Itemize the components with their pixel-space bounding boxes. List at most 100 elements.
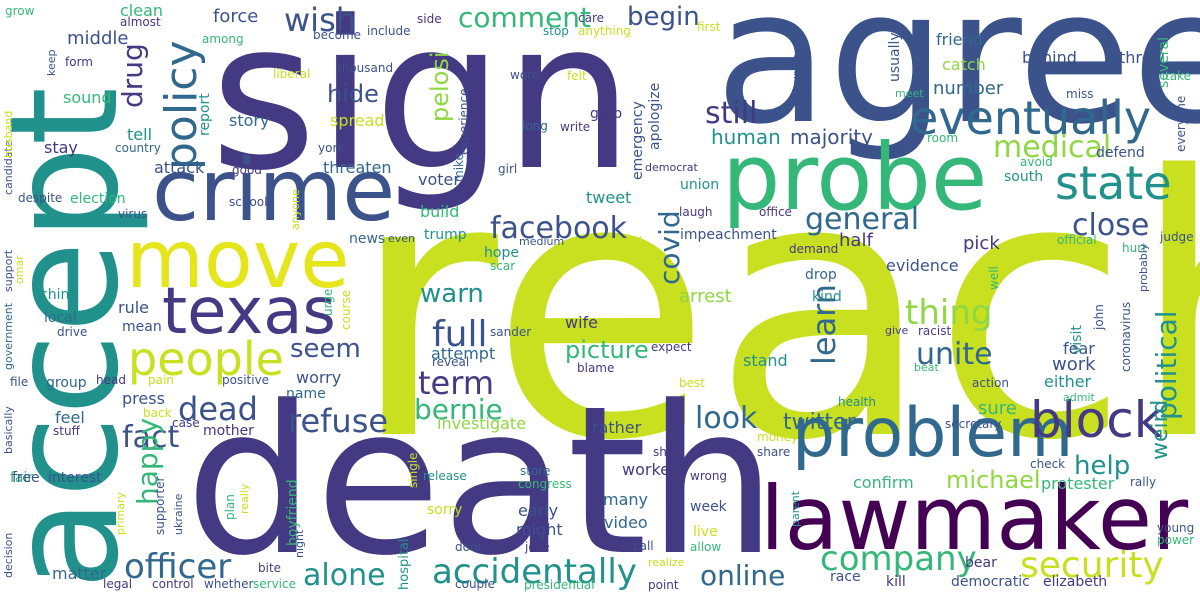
- word-half: half: [839, 230, 873, 251]
- word-anything: anything: [578, 24, 631, 38]
- word-wife: wife: [565, 313, 599, 332]
- word-look: look: [695, 401, 758, 436]
- word-school: school: [229, 195, 268, 209]
- word-investigate: investigate: [437, 414, 527, 433]
- word-include: include: [367, 24, 411, 38]
- word-catch: catch: [942, 55, 986, 74]
- word-either: either: [1044, 372, 1092, 391]
- word-wrong: wrong: [690, 469, 728, 483]
- word-dead: dead: [178, 390, 258, 428]
- word-legal: legal: [103, 577, 133, 591]
- word-sander: sander: [490, 325, 532, 339]
- word-couple: couple: [455, 577, 495, 591]
- word-arrest: arrest: [679, 286, 732, 307]
- word-south: south: [1004, 169, 1044, 185]
- word-back: back: [143, 406, 172, 420]
- word-protester: protester: [1041, 474, 1115, 493]
- word-crime: crime: [152, 141, 396, 241]
- word-lawmaker: lawmaker: [760, 467, 1189, 570]
- word-john: john: [1092, 304, 1106, 330]
- word-covid: covid: [653, 210, 686, 285]
- word-hospital: hospital: [397, 538, 412, 590]
- word-felt: felt: [567, 69, 587, 83]
- word-virus: virus: [118, 207, 148, 221]
- word-control: control: [152, 577, 194, 591]
- word-company: company: [820, 539, 977, 579]
- word-bear: bear: [965, 555, 997, 571]
- word-door: door: [455, 540, 483, 554]
- word-evidence: evidence: [886, 256, 959, 275]
- word-election: election: [70, 191, 126, 207]
- word-full: full: [432, 314, 488, 355]
- word-still: still: [705, 96, 758, 131]
- word-fact: fact: [122, 420, 180, 455]
- word-refuse: refuse: [288, 402, 389, 440]
- word-online: online: [700, 559, 786, 592]
- word-officer: officer: [124, 547, 232, 587]
- word-security: security: [1020, 545, 1164, 586]
- word-usually: usually: [887, 32, 903, 82]
- word-mean: mean: [122, 319, 162, 335]
- word-weird: weird: [1148, 399, 1173, 460]
- word-beat: beat: [914, 361, 939, 374]
- word-coronavirus: coronavirus: [1119, 301, 1133, 372]
- word-country: country: [115, 141, 161, 155]
- word-medical: medical: [993, 130, 1112, 165]
- word-story: story: [229, 111, 270, 130]
- word-release: release: [423, 469, 467, 483]
- word-probably: probably: [1137, 243, 1150, 292]
- word-form: form: [65, 55, 93, 69]
- word-michael: michael: [946, 466, 1041, 494]
- word-apologize: apologize: [647, 82, 663, 150]
- word-democratic: democratic: [951, 574, 1030, 590]
- word-supporter: supporter: [153, 476, 167, 535]
- word-well: well: [987, 266, 1001, 290]
- word-long: long: [522, 119, 548, 133]
- word-case: case: [172, 416, 200, 430]
- word-race: race: [830, 569, 861, 585]
- word-video: video: [604, 513, 648, 532]
- word-picture: picture: [565, 336, 649, 364]
- word-pick: pick: [963, 233, 1000, 254]
- word-plan: plan: [223, 494, 237, 520]
- word-clean: clean: [120, 1, 164, 20]
- word-news: news: [349, 231, 386, 247]
- word-china: china: [40, 287, 78, 303]
- word-elizabeth: elizabeth: [1043, 574, 1108, 590]
- word-bite: bite: [258, 561, 282, 575]
- word-close: close: [1072, 208, 1150, 243]
- word-drop: drop: [805, 267, 837, 283]
- word-local: local: [44, 310, 77, 326]
- word-racist: racist: [918, 324, 952, 338]
- word-reveal: reveal: [432, 355, 470, 369]
- word-basically: basically: [2, 406, 15, 454]
- word-confirm: confirm: [853, 473, 914, 492]
- word-keep: keep: [45, 49, 58, 77]
- word-lawyer: lawyer: [790, 55, 803, 92]
- word-judge: judge: [1160, 230, 1194, 244]
- word-positive: positive: [222, 373, 270, 387]
- word-grab: grab: [590, 106, 623, 122]
- word-sign: sign: [210, 0, 634, 216]
- word-thing: thing: [905, 293, 993, 333]
- word-parent: parent: [789, 490, 802, 527]
- word-girl: girl: [498, 162, 518, 176]
- word-whether: whether: [204, 577, 254, 591]
- word-worker: worker: [622, 460, 677, 479]
- word-money: money: [757, 430, 799, 444]
- word-expect: expect: [651, 340, 692, 354]
- word-allow: allow: [690, 540, 722, 554]
- word-seem: seem: [290, 334, 361, 364]
- word-medium: medium: [519, 235, 565, 248]
- word-experience: experience: [457, 88, 471, 155]
- word-texas: texas: [162, 275, 336, 349]
- word-death: death: [185, 363, 778, 600]
- word-comment: comment: [458, 1, 592, 34]
- word-agree: agree: [715, 0, 1200, 165]
- word-everyone: everyone: [1174, 95, 1188, 152]
- word-night: night: [293, 529, 306, 558]
- word-write: write: [560, 120, 591, 134]
- word-bernie: bernie: [414, 393, 503, 426]
- word-move: move: [126, 213, 350, 306]
- word-avoid: avoid: [1020, 155, 1053, 169]
